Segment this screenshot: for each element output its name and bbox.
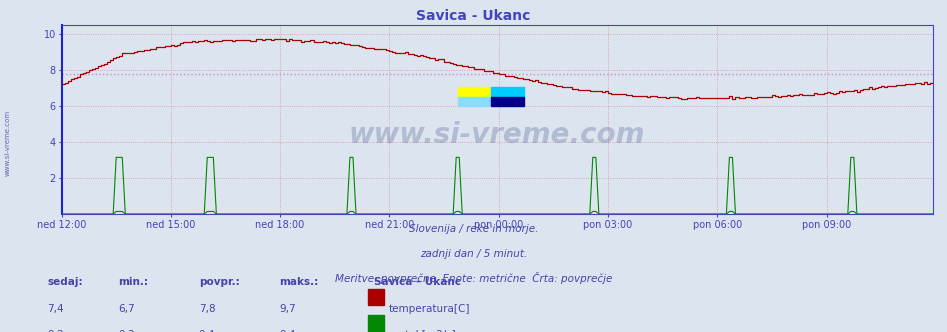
Text: Savica – Ukanc: Savica – Ukanc	[374, 277, 461, 287]
Text: 0,4: 0,4	[199, 330, 215, 332]
Text: 0,3: 0,3	[118, 330, 134, 332]
Text: 0,3: 0,3	[47, 330, 63, 332]
Text: povpr.:: povpr.:	[199, 277, 240, 287]
Text: 7,4: 7,4	[47, 304, 64, 314]
Text: 9,7: 9,7	[279, 304, 296, 314]
Text: www.si-vreme.com: www.si-vreme.com	[348, 121, 646, 149]
Text: 0,4: 0,4	[279, 330, 295, 332]
Text: pretok[m3/s]: pretok[m3/s]	[388, 330, 456, 332]
Text: zadnji dan / 5 minut.: zadnji dan / 5 minut.	[420, 249, 527, 259]
Text: min.:: min.:	[118, 277, 149, 287]
Text: sedaj:: sedaj:	[47, 277, 83, 287]
Text: temperatura[C]: temperatura[C]	[388, 304, 470, 314]
Text: 6,7: 6,7	[118, 304, 135, 314]
Text: 7,8: 7,8	[199, 304, 216, 314]
Text: Meritve: povprečne  Enote: metrične  Črta: povprečje: Meritve: povprečne Enote: metrične Črta:…	[335, 272, 612, 284]
Text: maks.:: maks.:	[279, 277, 318, 287]
Bar	[491, 87, 525, 97]
Text: Slovenija / reke in morje.: Slovenija / reke in morje.	[409, 224, 538, 234]
Bar	[458, 97, 491, 106]
Bar	[491, 97, 525, 106]
Text: www.si-vreme.com: www.si-vreme.com	[5, 110, 10, 176]
Bar	[458, 87, 491, 97]
Text: Savica - Ukanc: Savica - Ukanc	[417, 9, 530, 23]
